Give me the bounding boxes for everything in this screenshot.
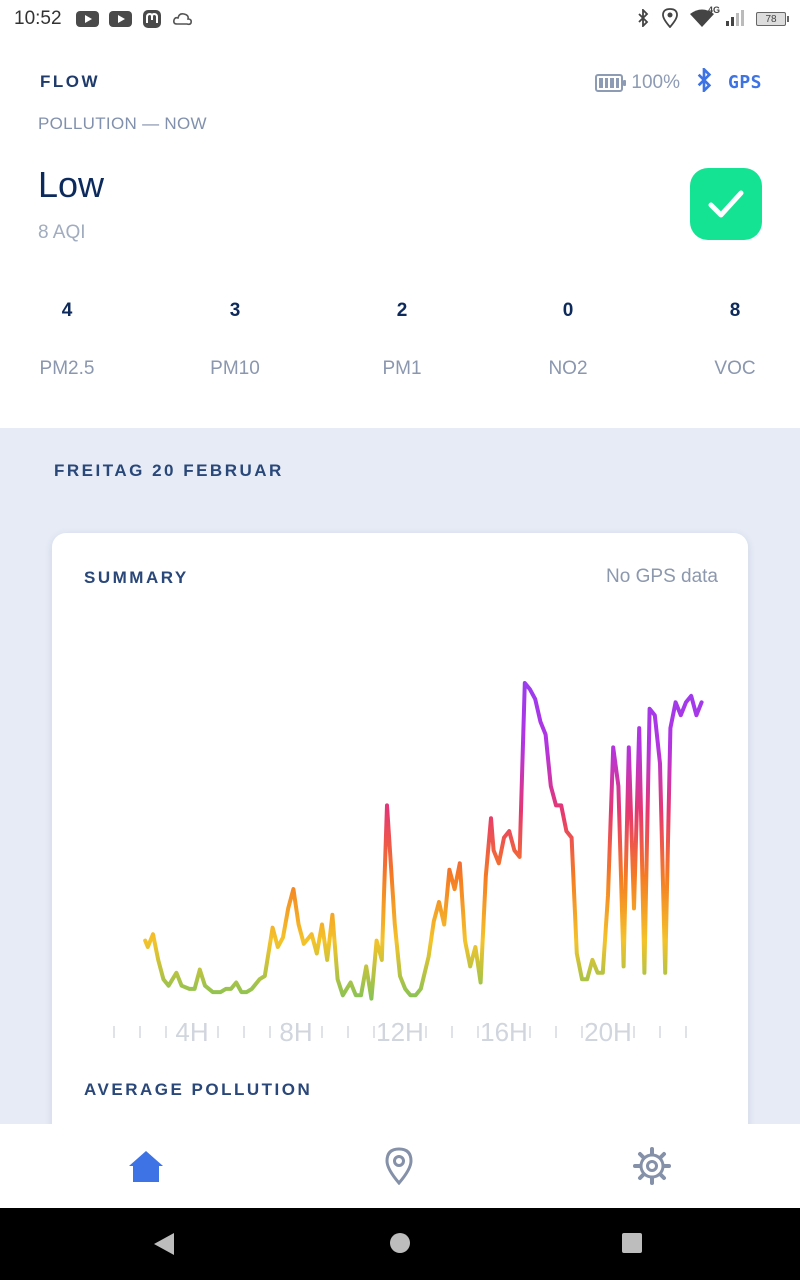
stat-pm1: 2 PM1 [342, 300, 462, 380]
map-pin-icon [385, 1147, 413, 1185]
stat-label: PM10 [210, 358, 260, 379]
bottom-navigation [0, 1124, 800, 1208]
check-icon [708, 190, 744, 218]
x-axis-tick-label: 12H [376, 1017, 424, 1047]
pollution-line [143, 681, 704, 1001]
device-status: 100% GPS [595, 66, 762, 97]
summary-card[interactable]: SUMMARY No GPS data 4H 8H 12H 16H 20H AVERAG… [52, 533, 748, 1153]
status-badge [690, 168, 762, 240]
weather-icon [172, 10, 194, 28]
stat-no2: 0 NO2 [508, 300, 628, 380]
stat-voc: 8 VOC [675, 300, 795, 380]
pollution-chart[interactable]: 4H 8H 12H 16H 20H [52, 633, 748, 1053]
aqi-value: 8 AQI [38, 222, 86, 243]
x-axis-tick-label: 20H [584, 1017, 632, 1047]
device-bluetooth-icon [694, 66, 714, 97]
stat-value: 4 [61, 300, 73, 321]
back-triangle-icon [154, 1233, 174, 1255]
network-type: 4G [707, 4, 720, 15]
stat-label: PM1 [382, 358, 422, 379]
system-navigation-bar [0, 1208, 800, 1280]
stat-label: PM2.5 [39, 358, 95, 379]
stat-value: 0 [562, 300, 574, 321]
nav-settings[interactable] [630, 1144, 674, 1188]
device-battery-icon [595, 73, 627, 92]
stat-value: 3 [229, 300, 241, 321]
gps-indicator: GPS [727, 72, 762, 93]
current-pollution-panel: FLOW 100% GPS POLLUTION — NOW Low 8 AQI … [0, 38, 800, 428]
pollutant-stats: 4 PM2.5 3 PM10 2 PM1 0 NO2 8 VOC [0, 300, 800, 390]
date-heading: FREITAG 20 FEBRUAR [54, 461, 284, 480]
system-home-button[interactable] [389, 1232, 411, 1259]
stat-pm10: 3 PM10 [175, 300, 295, 380]
youtube-icon [75, 11, 99, 27]
system-recents-button[interactable] [621, 1232, 643, 1259]
battery-level: 78 [765, 13, 777, 25]
home-circle-icon [390, 1233, 410, 1253]
wifi-icon: 4G [690, 5, 720, 30]
settings-gear-icon [633, 1147, 671, 1185]
pollution-level: Low [38, 164, 105, 205]
recents-square-icon [622, 1233, 642, 1253]
stat-label: VOC [714, 358, 756, 379]
bluetooth-icon [636, 7, 650, 30]
youtube-icon [108, 11, 132, 27]
stat-value: 8 [729, 300, 741, 321]
system-back-button[interactable] [152, 1232, 176, 1261]
device-battery-percent: 100% [631, 71, 680, 93]
battery-icon: 78 [756, 12, 789, 26]
signal-icon [726, 9, 744, 29]
status-bar: 10:52 4G 78 [0, 0, 800, 38]
device-battery: 100% [595, 72, 680, 94]
nav-home[interactable] [124, 1144, 168, 1188]
stat-value: 2 [396, 300, 408, 321]
x-axis-tick-label: 16H [480, 1017, 528, 1047]
x-axis-tick-label: 8H [279, 1017, 312, 1047]
summary-title: SUMMARY [84, 568, 189, 587]
gps-status: No GPS data [606, 566, 718, 587]
app-brand: FLOW [40, 72, 101, 91]
location-icon [662, 7, 678, 31]
x-axis-tick-label: 4H [175, 1017, 208, 1047]
average-pollution-title: AVERAGE POLLUTION [84, 1080, 313, 1099]
nav-map[interactable] [377, 1144, 421, 1188]
status-time: 10:52 [14, 8, 62, 29]
section-subtitle: POLLUTION — NOW [38, 114, 207, 133]
mastodon-icon [142, 9, 162, 29]
stat-label: NO2 [548, 358, 588, 379]
home-icon [129, 1151, 163, 1182]
stat-pm25: 4 PM2.5 [7, 300, 127, 380]
